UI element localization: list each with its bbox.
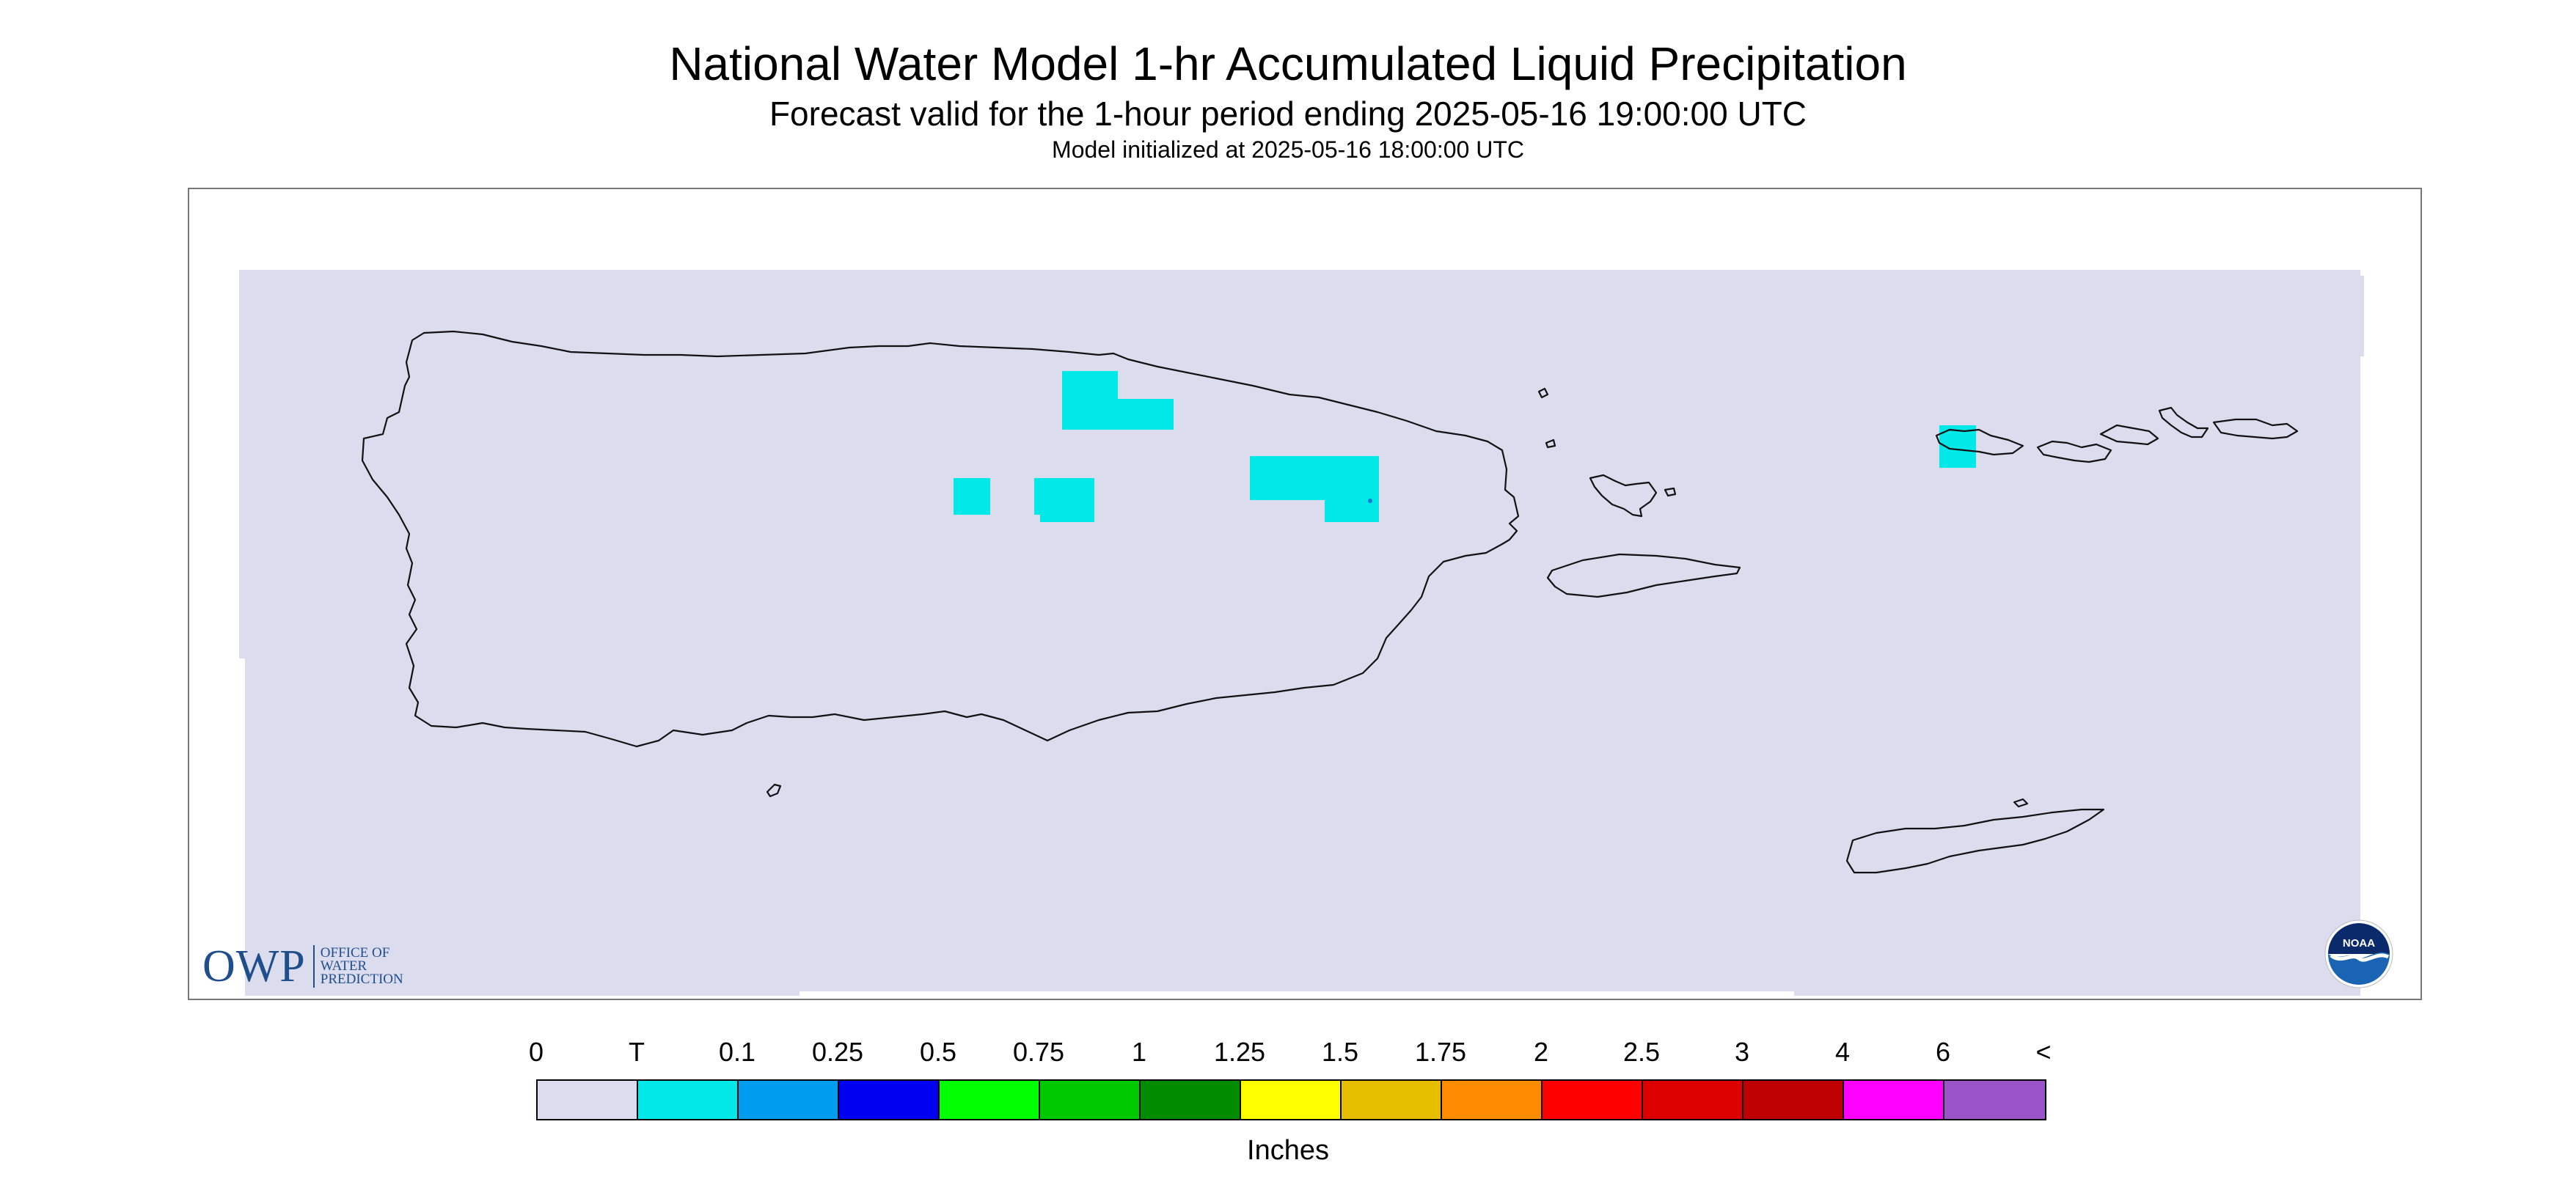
legend-tick-label: T	[629, 1037, 645, 1067]
trace-cell	[1062, 399, 1174, 430]
coastline-puerto-rico	[361, 330, 1520, 748]
legend-tick-label: <	[2035, 1037, 2052, 1067]
legend-swatch	[1543, 1081, 1643, 1119]
noaa-logo: NOAA	[2324, 919, 2393, 988]
legend-swatch	[1141, 1081, 1241, 1119]
model-grid-area	[239, 270, 2364, 996]
trace-cell	[1250, 456, 1379, 500]
legend-swatch	[1442, 1081, 1543, 1119]
legend-swatch	[1342, 1081, 1442, 1119]
coastline-st-thomas	[1935, 428, 2024, 456]
map-title: National Water Model 1-hr Accumulated Li…	[669, 37, 1907, 90]
legend-swatch	[1643, 1081, 1743, 1119]
legend: 0 T 0.1 0.25 0.5 0.75 1 1.25 1.5 1.75 2 2.5 3 4 6 < Inc…	[0, 1027, 2576, 1173]
trace-cell	[1325, 500, 1379, 522]
map-canvas	[239, 270, 2364, 996]
coastline-culebrita	[1664, 487, 1677, 497]
legend-tick-label: 0.75	[1012, 1037, 1065, 1067]
coastline-culebra	[1589, 474, 1658, 518]
precipitation-map: OWP Office of Water Prediction NOAA	[188, 188, 2422, 1000]
model-init-line: Model initialized at 2025-05-16 18:00:00…	[1052, 136, 1524, 163]
trace-cell	[954, 478, 990, 515]
coastlines	[361, 330, 2299, 874]
legend-tick-label: 0.5	[919, 1037, 957, 1067]
trace-cell	[1040, 515, 1094, 522]
legend-tick-label: 2	[1533, 1037, 1549, 1067]
coastline-tortola	[2099, 424, 2159, 446]
legend-tick-label: 2.5	[1622, 1037, 1661, 1067]
coastline-cayo-lobos	[1545, 438, 1556, 449]
legend-swatch	[1241, 1081, 1342, 1119]
owp-logo: OWP Office of Water Prediction	[202, 941, 403, 991]
legend-tick-label: 1.25	[1213, 1037, 1266, 1067]
legend-tick-label: 0	[528, 1037, 544, 1067]
legend-swatch	[1743, 1081, 1844, 1119]
legend-tick-label: 1.75	[1414, 1037, 1467, 1067]
coastline-virgin-gorda	[2158, 406, 2209, 438]
trace-precip-cells	[954, 371, 1976, 522]
owp-logo-text: Office of Water Prediction	[320, 945, 403, 987]
legend-swatch	[839, 1081, 940, 1119]
owp-logo-divider	[312, 945, 315, 988]
legend-swatch	[1040, 1081, 1141, 1119]
legend-swatch	[538, 1081, 638, 1119]
legend-tick-label: 4	[1834, 1037, 1851, 1067]
legend-color-bar	[536, 1079, 2046, 1120]
legend-tick-label: 6	[1935, 1037, 1951, 1067]
legend-unit-label: Inches	[1247, 1135, 1329, 1166]
map-subtitle: Forecast valid for the 1-hour period end…	[769, 95, 1807, 133]
coastline-buck-island	[2013, 798, 2029, 808]
legend-swatch	[739, 1081, 839, 1119]
coastline-vieques	[1546, 553, 1741, 598]
legend-tick-label: 0.25	[811, 1037, 864, 1067]
legend-swatch	[1944, 1081, 2045, 1119]
noaa-logo-text: NOAA	[2343, 937, 2375, 950]
legend-tick-label: 0.1	[718, 1037, 756, 1067]
coastline-mona	[766, 783, 782, 798]
trace-cell	[1062, 371, 1118, 399]
precip-point	[1368, 499, 1372, 503]
trace-cell	[1034, 478, 1094, 515]
legend-tick-label: 3	[1734, 1037, 1750, 1067]
legend-swatch	[1844, 1081, 1944, 1119]
legend-swatch	[638, 1081, 739, 1119]
coastline-st-croix	[1845, 808, 2105, 874]
legend-swatch	[940, 1081, 1040, 1119]
owp-logo-mark: OWP	[202, 941, 306, 991]
legend-tick-label: 1.5	[1321, 1037, 1359, 1067]
coastline-cayo-norte	[1537, 387, 1549, 399]
coastline-st-john	[2036, 440, 2112, 463]
legend-tick-label: 1	[1131, 1037, 1147, 1067]
coastline-anegada-reef	[2212, 418, 2299, 440]
